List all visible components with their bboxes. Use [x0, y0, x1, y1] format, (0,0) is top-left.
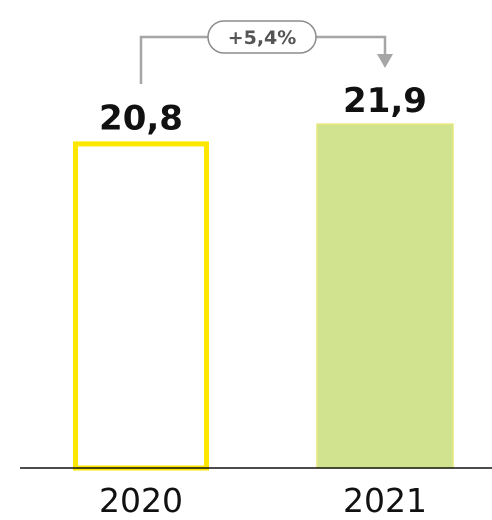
data-label-2020: 20,8	[99, 98, 183, 138]
labels: 20,8 2020 21,9 2021	[99, 81, 427, 520]
connector-line-right	[316, 35, 387, 56]
x-tick-label-2020: 2020	[99, 481, 183, 520]
growth-badge	[207, 20, 317, 54]
bar-2021	[316, 123, 454, 469]
data-label-2021: 21,9	[343, 81, 427, 121]
bar-2020	[73, 141, 209, 471]
connector-line-left	[139, 35, 208, 84]
x-tick-label-2021: 2021	[343, 481, 427, 520]
growth-connector: +5,4%	[139, 20, 393, 84]
bars	[73, 123, 454, 471]
arrow-down-icon	[377, 54, 393, 68]
growth-label: +5,4%	[228, 27, 297, 49]
